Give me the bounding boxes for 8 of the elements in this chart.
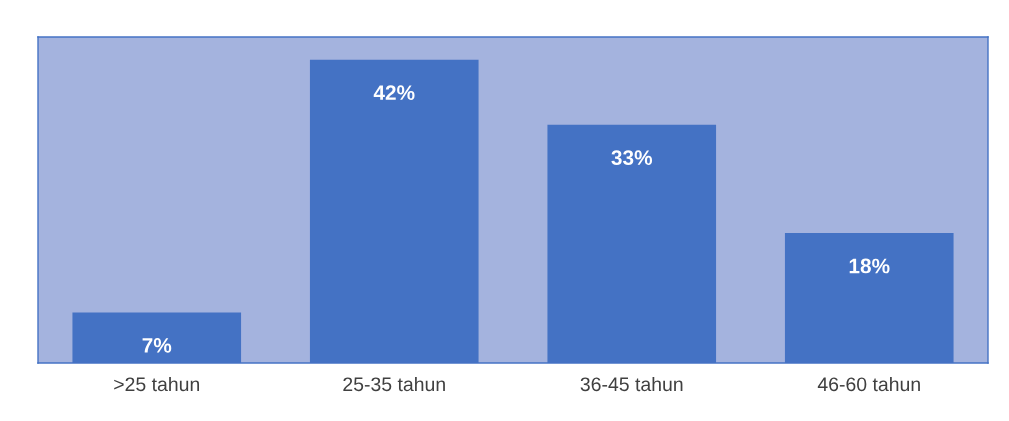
data-label: 18% <box>849 258 890 274</box>
data-label: 33% <box>611 150 653 166</box>
data-label: 42% <box>373 85 415 100</box>
x-tick-label: >25 tahun <box>114 376 200 392</box>
x-tick-label: 46-60 tahun <box>817 376 920 392</box>
data-label: 7% <box>142 338 172 353</box>
x-tick-label: 25-35 tahun <box>343 376 445 392</box>
x-tick-label: 36-45 tahun <box>580 376 683 392</box>
